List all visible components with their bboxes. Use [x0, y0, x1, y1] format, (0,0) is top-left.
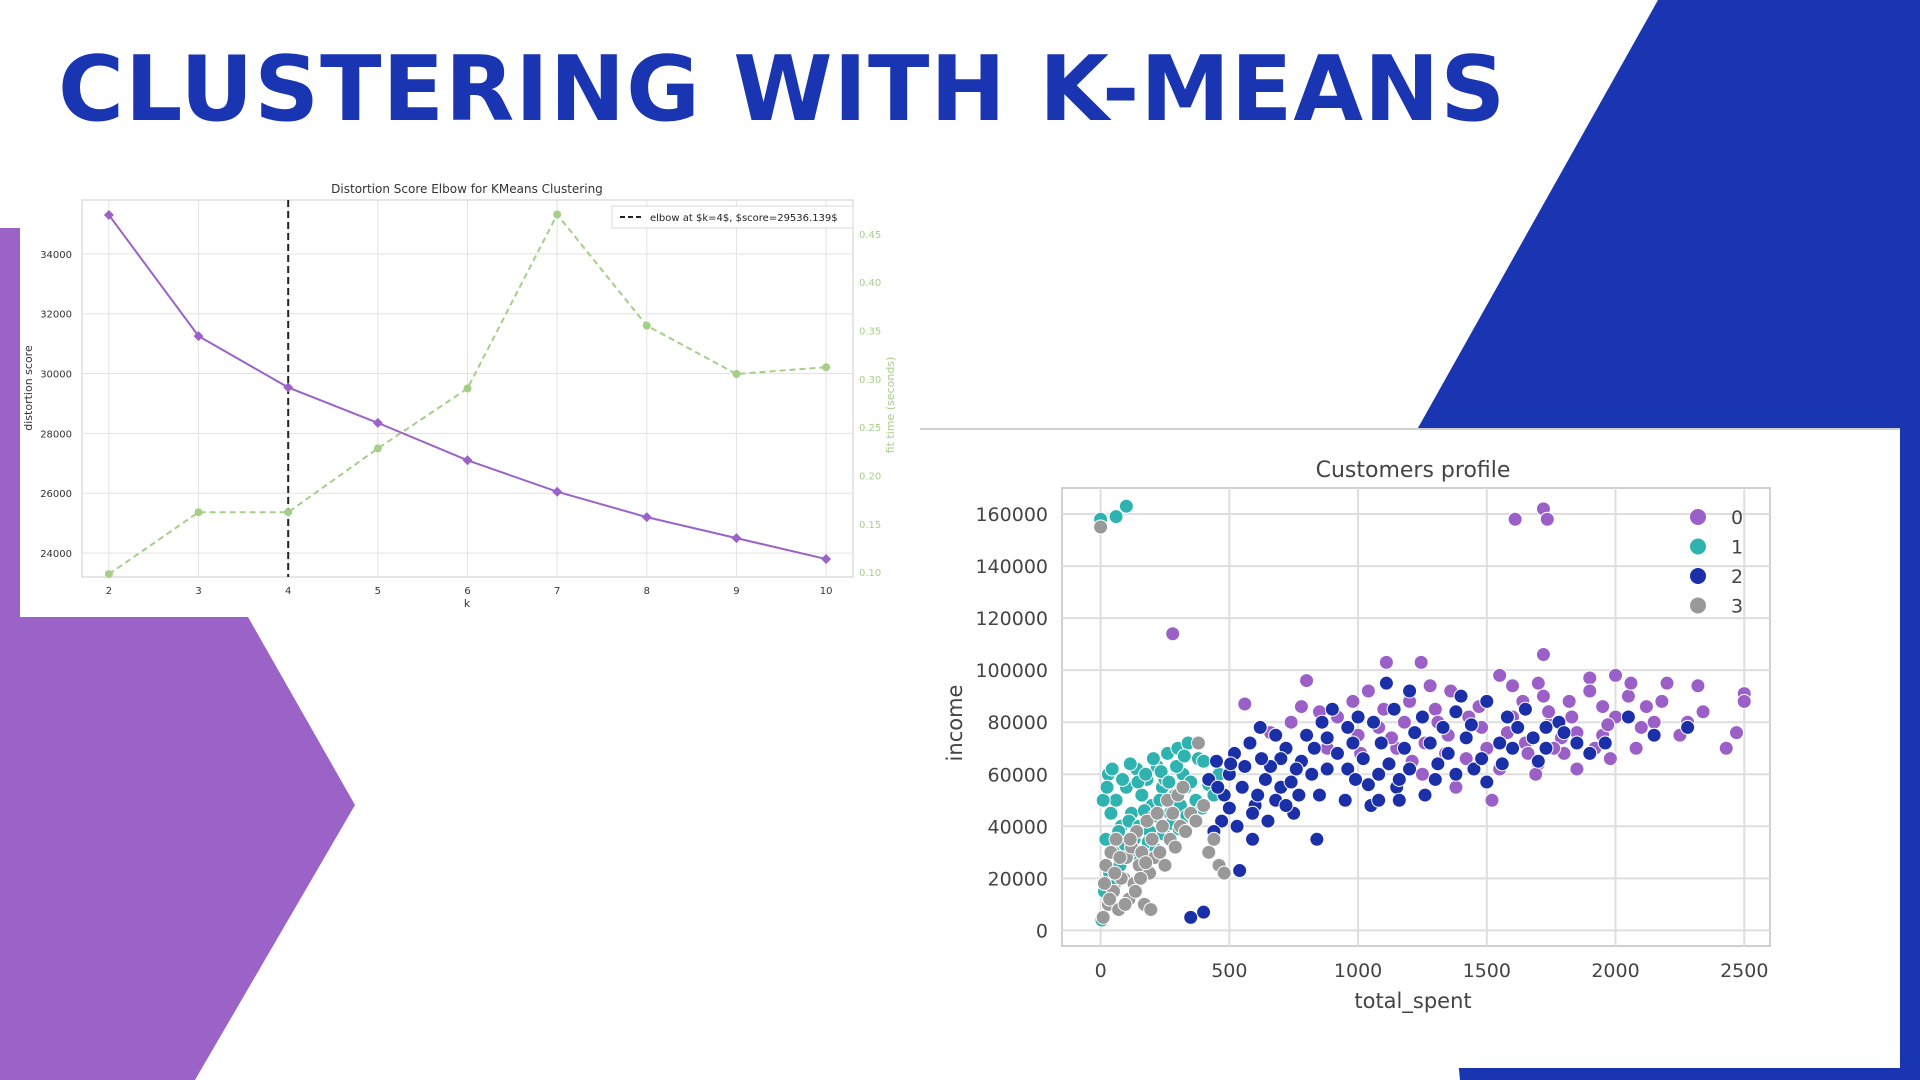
purple-arrow-shape: [0, 228, 355, 1080]
scatter-chart-panel: [920, 428, 1900, 1068]
elbow-chart-panel: [20, 175, 862, 615]
panel-divider: [920, 428, 1900, 430]
slide-title: CLUSTERING WITH K-MEANS: [58, 37, 1507, 142]
